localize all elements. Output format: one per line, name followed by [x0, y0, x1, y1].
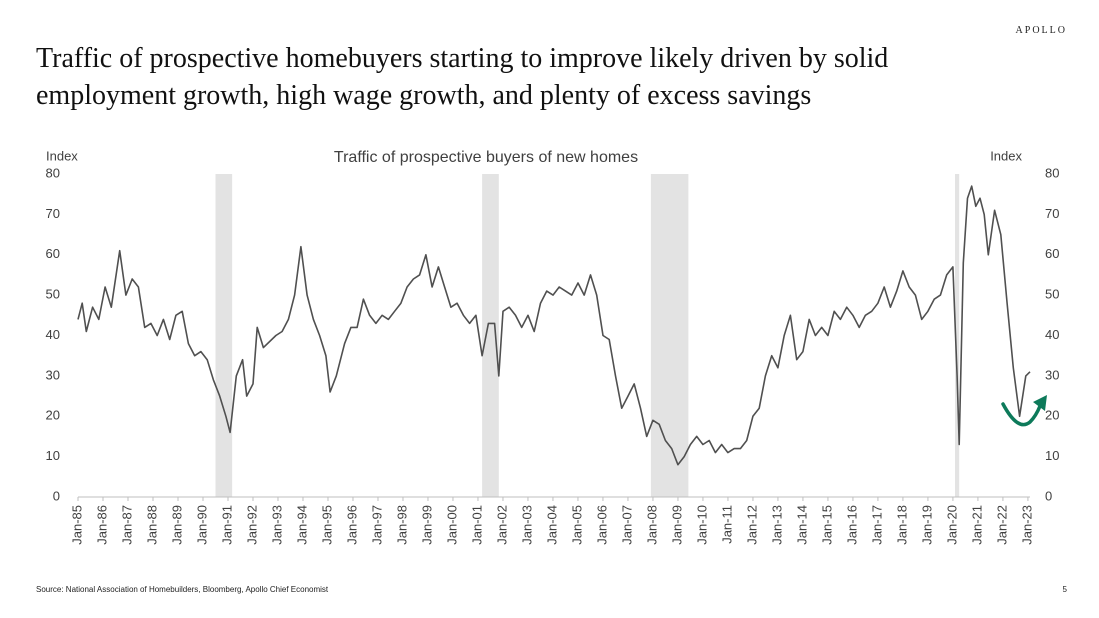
x-tick-label: Jan-05 [569, 505, 584, 545]
x-tick-label: Jan-20 [944, 505, 959, 545]
y-tick-label: 50 [46, 287, 60, 302]
x-tick-label: Jan-04 [544, 505, 559, 545]
y-tick-label: 70 [46, 206, 60, 221]
y-tick-label: 40 [46, 327, 60, 342]
recession-bands [215, 174, 960, 497]
x-tick-label: Jan-12 [744, 505, 759, 545]
data-line [77, 185, 1031, 466]
x-tick-label: Jan-18 [894, 505, 909, 545]
x-tick-label: Jan-89 [169, 505, 184, 545]
y2-tick-label: 20 [1045, 408, 1059, 423]
y-tick-label: 30 [46, 367, 60, 382]
x-tick-label: Jan-08 [644, 505, 659, 545]
recession-band [215, 174, 233, 497]
arrow-head [1033, 395, 1047, 411]
x-tick-label: Jan-94 [294, 505, 309, 545]
y2-axis-label: Index [990, 148, 1022, 163]
x-tick-label: Jan-90 [194, 505, 209, 545]
y-tick-label: 60 [46, 246, 60, 261]
y-tick-label: 10 [46, 448, 60, 463]
page-number: 5 [1062, 585, 1067, 594]
y2-tick-label: 0 [1045, 488, 1052, 503]
x-tick-label: Jan-14 [794, 505, 809, 545]
x-tick-label: Jan-06 [594, 505, 609, 545]
arrow-curve [1001, 402, 1042, 427]
recession-band [482, 174, 499, 497]
x-tick-label: Jan-00 [444, 505, 459, 545]
x-tick-label: Jan-95 [319, 505, 334, 545]
x-tick-label: Jan-86 [94, 505, 109, 545]
x-tick-label: Jan-21 [969, 505, 984, 545]
x-tick-label: Jan-15 [819, 505, 834, 545]
y2-tick-label: 60 [1045, 246, 1059, 261]
x-tick-label: Jan-98 [394, 505, 409, 545]
annotation-arrow [1001, 395, 1047, 427]
y2-tick-label: 50 [1045, 287, 1059, 302]
source-note: Source: National Association of Homebuil… [36, 585, 329, 594]
x-tick-label: Jan-11 [719, 505, 734, 544]
y-tick-label: 0 [53, 488, 60, 503]
y-tick-label: 80 [46, 165, 60, 180]
x-tick-label: Jan-03 [519, 505, 534, 545]
y2-tick-label: 40 [1045, 327, 1059, 342]
x-tick-label: Jan-19 [919, 505, 934, 545]
brand: APOLLO [1015, 25, 1067, 36]
x-tick-label: Jan-10 [694, 505, 709, 545]
x-tick-label: Jan-09 [669, 505, 684, 545]
recession-band [650, 174, 689, 497]
recession-band [955, 174, 960, 497]
x-tick-label: Jan-97 [369, 505, 384, 545]
page-title: Traffic of prospective homebuyers starti… [36, 43, 889, 111]
x-tick-label: Jan-01 [469, 505, 484, 545]
x-tick-label: Jan-99 [419, 505, 434, 545]
x-tick-label: Jan-87 [119, 505, 134, 545]
x-tick-label: Jan-02 [494, 505, 509, 545]
y-tick-label: 20 [46, 408, 60, 423]
x-tick-label: Jan-13 [769, 505, 784, 545]
x-tick-label: Jan-91 [219, 505, 234, 545]
x-tick-label: Jan-96 [344, 505, 359, 545]
y2-tick-label: 10 [1045, 448, 1059, 463]
x-tick-label: Jan-16 [844, 505, 859, 545]
x-tick-label: Jan-07 [619, 505, 634, 545]
x-tick-label: Jan-88 [144, 505, 159, 545]
y-axis-label: Index [46, 148, 78, 163]
x-tick-label: Jan-92 [244, 505, 259, 545]
x-tick-label: Jan-17 [869, 505, 884, 545]
plot-area: 0 10 20 30 40 50 60 70 80 0 10 20 30 40 50 60 70 80 Jan-85… [46, 165, 1060, 544]
x-tick-label: Jan-85 [69, 505, 84, 545]
x-tick-label: Jan-23 [1019, 505, 1034, 545]
x-tick-label: Jan-22 [994, 505, 1009, 545]
y2-tick-label: 80 [1045, 165, 1059, 180]
y2-tick-label: 30 [1045, 367, 1059, 382]
y2-tick-label: 70 [1045, 206, 1059, 221]
chart-title: Traffic of prospective buyers of new hom… [334, 149, 638, 166]
x-tick-label: Jan-93 [269, 505, 284, 545]
